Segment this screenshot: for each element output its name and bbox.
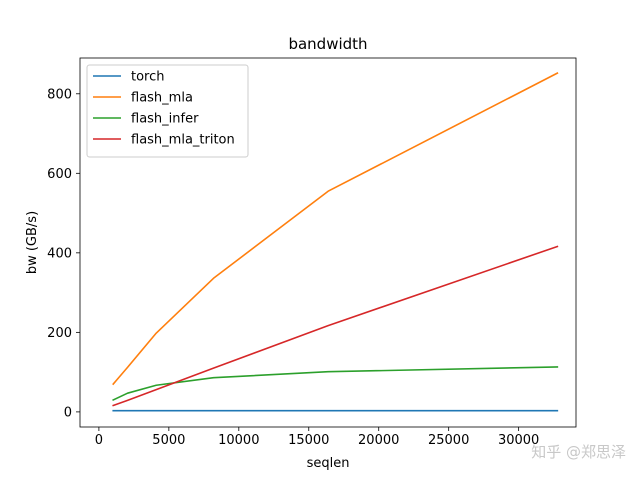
x-axis-label: seqlen (307, 456, 350, 471)
legend-box (86, 64, 249, 158)
series-line-flash-mla (112, 72, 559, 386)
axes-frame (79, 57, 577, 428)
x-tick-label: 20000 (358, 433, 399, 448)
x-tick-label: 0 (95, 433, 103, 448)
y-tick-label: 600 (47, 167, 72, 182)
series-line-flash-infer (112, 366, 559, 402)
watermark-text: 知乎 @郑思泽 (531, 443, 626, 461)
legend-label-flash-mla-triton: flash_mla_triton (131, 133, 235, 148)
y-tick-label: 800 (47, 87, 72, 102)
series-line-flash-mla-triton (112, 245, 559, 407)
y-axis-label: bw (GB/s) (25, 211, 40, 274)
x-tick-label: 15000 (288, 433, 329, 448)
legend-label-flash-mla: flash_mla (131, 91, 193, 106)
x-tick-label: 5000 (152, 433, 185, 448)
chart-title: bandwidth (288, 35, 367, 53)
plot-area: 0 5000 10000 15000 20000 25000 30000 0 200 400 600… (25, 35, 577, 471)
legend-label-flash-infer: flash_infer (131, 112, 199, 127)
x-tick-label: 25000 (428, 433, 469, 448)
y-tick-label: 400 (47, 246, 72, 261)
y-tick-label: 200 (47, 326, 72, 341)
y-tick-label: 0 (64, 405, 72, 420)
x-tick-label: 30000 (498, 433, 539, 448)
x-tick-label: 10000 (218, 433, 259, 448)
legend-label-torch: torch (131, 70, 165, 85)
